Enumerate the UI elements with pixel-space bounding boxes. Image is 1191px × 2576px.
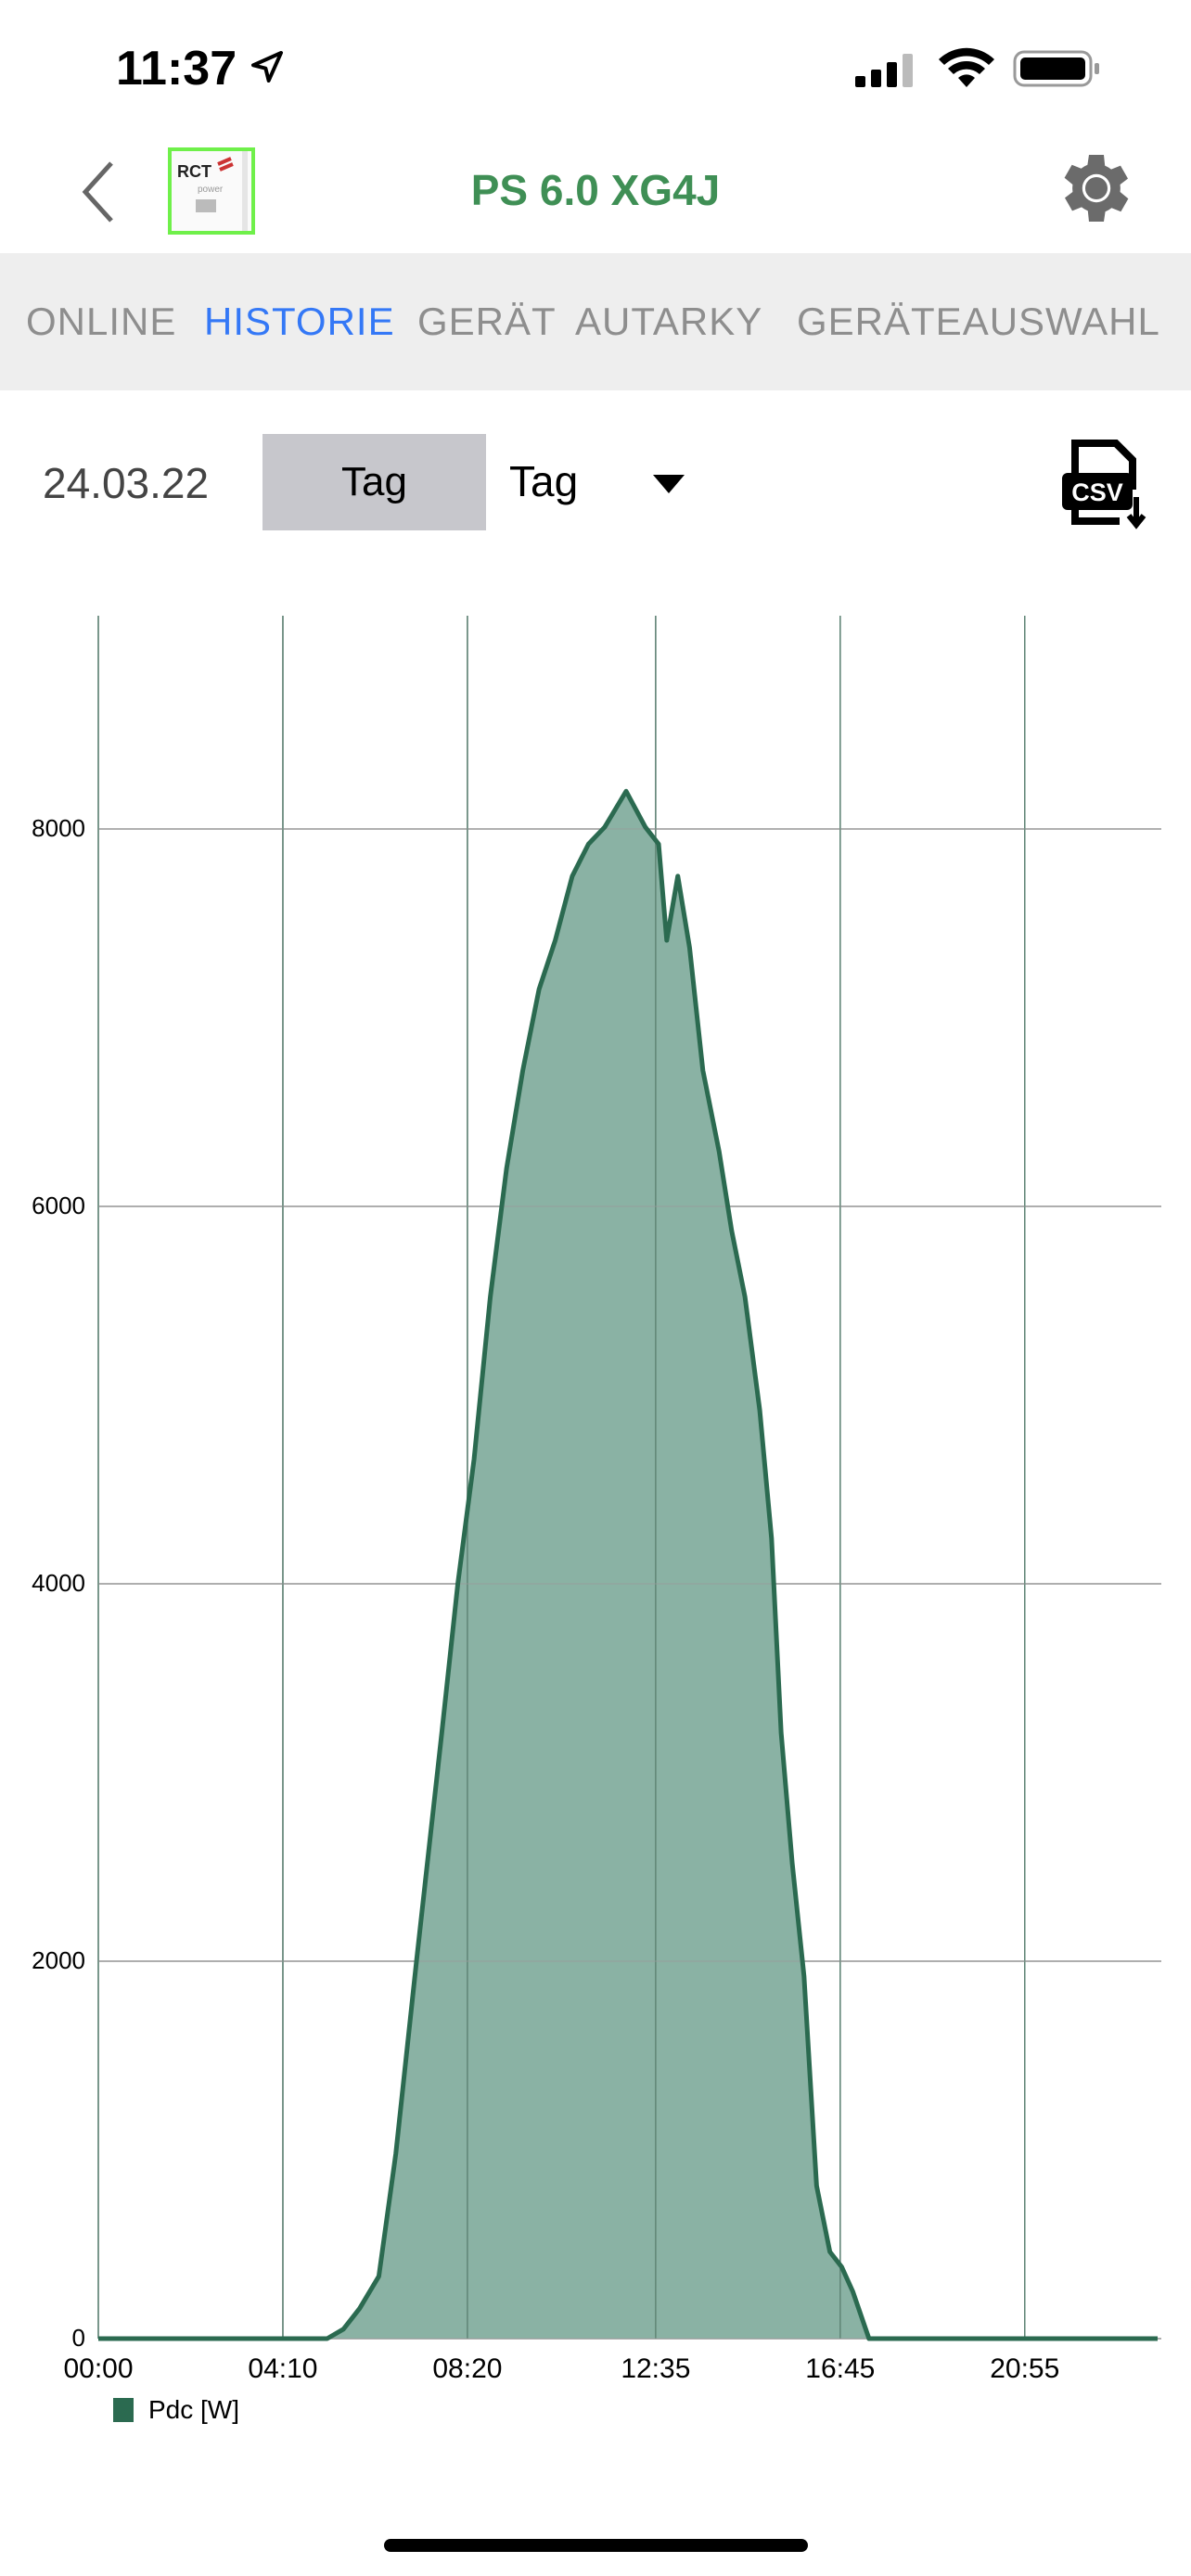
tab-geraeteauswahl[interactable]: GERÄTEAUSWAHL [797, 300, 1160, 343]
y-tick-label: 4000 [32, 1569, 85, 1597]
x-tick-label: 16:45 [805, 2353, 875, 2384]
power-chart: 0 2000 4000 6000 8000 00:00 04:10 08:20 12:35 16:… [32, 616, 1161, 2424]
period-button[interactable]: Tag [263, 434, 486, 530]
csv-label: CSV [1071, 478, 1123, 506]
wifi-icon [939, 47, 994, 87]
date-picker[interactable]: 24.03.22 [43, 459, 210, 507]
signal-icon [855, 54, 913, 87]
battery-icon [1013, 50, 1099, 87]
device-logo[interactable]: RCT power [168, 147, 255, 235]
legend-swatch [113, 2398, 134, 2422]
tab-geraet[interactable]: GERÄT [417, 300, 557, 343]
y-tick-label: 6000 [32, 1192, 85, 1219]
period-select[interactable]: Tag [509, 457, 579, 505]
tab-autarky[interactable]: AUTARKY [575, 300, 763, 343]
device-title: PS 6.0 XG4J [470, 166, 721, 214]
x-tick-label: 00:00 [63, 2353, 133, 2384]
series-area [98, 791, 1159, 2340]
tab-bar: ONLINE HISTORIE GERÄT AUTARKY GERÄTEAUSW… [0, 253, 1191, 390]
x-tick-label: 08:20 [432, 2353, 502, 2384]
dropdown-arrow-icon[interactable] [653, 473, 685, 495]
svg-text:power: power [198, 185, 224, 195]
rct-power-logo: RCT power [177, 151, 248, 231]
x-tick-label: 20:55 [990, 2353, 1059, 2384]
status-time: 11:37 [116, 42, 237, 96]
x-tick-label: 12:35 [621, 2353, 690, 2384]
y-tick-label: 0 [72, 2324, 85, 2352]
series-line [98, 788, 1159, 2341]
svg-text:RCT: RCT [177, 162, 211, 181]
back-chevron-icon[interactable] [80, 159, 117, 224]
location-arrow-icon [251, 51, 283, 83]
y-tick-label: 2000 [32, 1946, 85, 1974]
tab-historie[interactable]: HISTORIE [204, 300, 395, 343]
gear-icon[interactable] [1048, 144, 1137, 233]
csv-download-icon[interactable]: CSV [1057, 440, 1149, 532]
y-tick-label: 8000 [32, 814, 85, 842]
tab-online[interactable]: ONLINE [26, 300, 177, 343]
home-indicator[interactable] [384, 2539, 808, 2552]
legend-label: Pdc [W] [148, 2395, 239, 2424]
x-tick-label: 04:10 [248, 2353, 317, 2384]
